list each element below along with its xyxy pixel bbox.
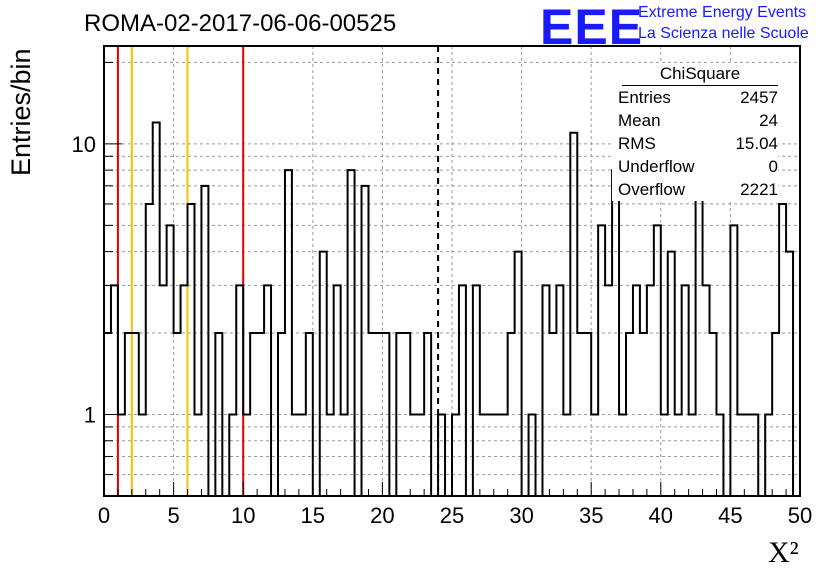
stats-value: 2221 — [740, 180, 778, 199]
plot-title: ROMA-02-2017-06-06-00525 — [84, 10, 397, 37]
histogram-bin — [598, 225, 605, 496]
x-tick-label: 45 — [718, 503, 742, 528]
logo-subtitle-line2: La Scienza nelle Scuole — [638, 25, 809, 42]
y-tick-label: 10 — [72, 132, 96, 157]
histogram-bin — [542, 285, 549, 496]
x-tick-label: 10 — [231, 503, 255, 528]
stats-label: Entries — [618, 88, 671, 107]
histogram-bin — [556, 285, 563, 496]
stats-row: RMS 15.04 — [612, 132, 778, 155]
histogram-layer — [104, 121, 800, 497]
histogram-bin — [111, 285, 118, 496]
stats-label: RMS — [618, 134, 656, 153]
stats-value: 24 — [759, 111, 778, 130]
histogram-bin — [730, 225, 737, 496]
stats-row: Entries 2457 — [612, 86, 778, 109]
stats-value: 15.04 — [735, 134, 778, 153]
y-axis-label: Entries/bin — [6, 48, 36, 176]
y-tick-label: 1 — [84, 403, 96, 428]
histogram-bin — [682, 285, 689, 496]
histogram-bin — [515, 252, 522, 496]
histogram-bin — [362, 186, 369, 496]
histogram-bin — [153, 122, 160, 496]
stats-value: 2457 — [740, 88, 778, 107]
eee-logo: EEE — [540, 0, 644, 55]
x-tick-label: 30 — [509, 503, 533, 528]
stats-label: Underflow — [618, 157, 695, 176]
stats-row: Underflow 0 — [612, 155, 778, 178]
stats-label: Overflow — [618, 180, 686, 199]
histogram-bin — [570, 133, 577, 496]
axis-ticks-layer — [103, 61, 801, 496]
stats-box: ChiSquare Entries 2457 Mean 24 RMS 15.04 Un… — [612, 64, 778, 201]
histogram-bin — [605, 285, 612, 496]
histogram-bin — [779, 204, 786, 496]
x-axis-label: X² — [768, 536, 799, 569]
histogram-bin — [654, 225, 661, 496]
stats-row: Mean 24 — [612, 109, 778, 132]
histogram-bin — [201, 186, 208, 496]
histogram-bin — [146, 204, 153, 496]
x-tick-label: 40 — [649, 503, 673, 528]
histogram-bin — [633, 285, 640, 496]
histogram-bin — [668, 252, 675, 496]
histogram-bin — [647, 285, 654, 496]
histogram-bin — [264, 285, 271, 496]
x-tick-label: 35 — [579, 503, 603, 528]
histogram-bin — [181, 285, 188, 496]
stats-title: ChiSquare — [622, 64, 778, 86]
stats-label: Mean — [618, 111, 661, 130]
logo-subtitle-line1: Extreme Energy Events — [638, 4, 807, 21]
histogram-outline — [104, 121, 800, 497]
x-tick-label: 50 — [788, 503, 812, 528]
x-tick-label: 20 — [370, 503, 394, 528]
histogram-bin — [703, 285, 710, 496]
histogram-bin — [334, 285, 341, 496]
histogram-bin — [473, 285, 480, 496]
axis-tick-labels-layer: 0 5 10 15 20 25 30 35 40 45 50 1 10 — [72, 132, 813, 528]
histogram-bin — [786, 252, 793, 496]
stats-value: 0 — [768, 157, 778, 176]
histogram-bin — [188, 204, 195, 496]
x-tick-label: 25 — [440, 503, 464, 528]
stats-row: Overflow 2221 — [612, 178, 778, 201]
x-tick-label: 0 — [98, 503, 110, 528]
x-tick-label: 5 — [167, 503, 179, 528]
histogram-bin — [236, 285, 243, 496]
histogram-bin — [167, 225, 174, 496]
x-tick-label: 15 — [301, 503, 325, 528]
histogram-bin — [160, 285, 167, 496]
histogram-bin — [459, 285, 466, 496]
histogram-bin — [320, 252, 327, 496]
